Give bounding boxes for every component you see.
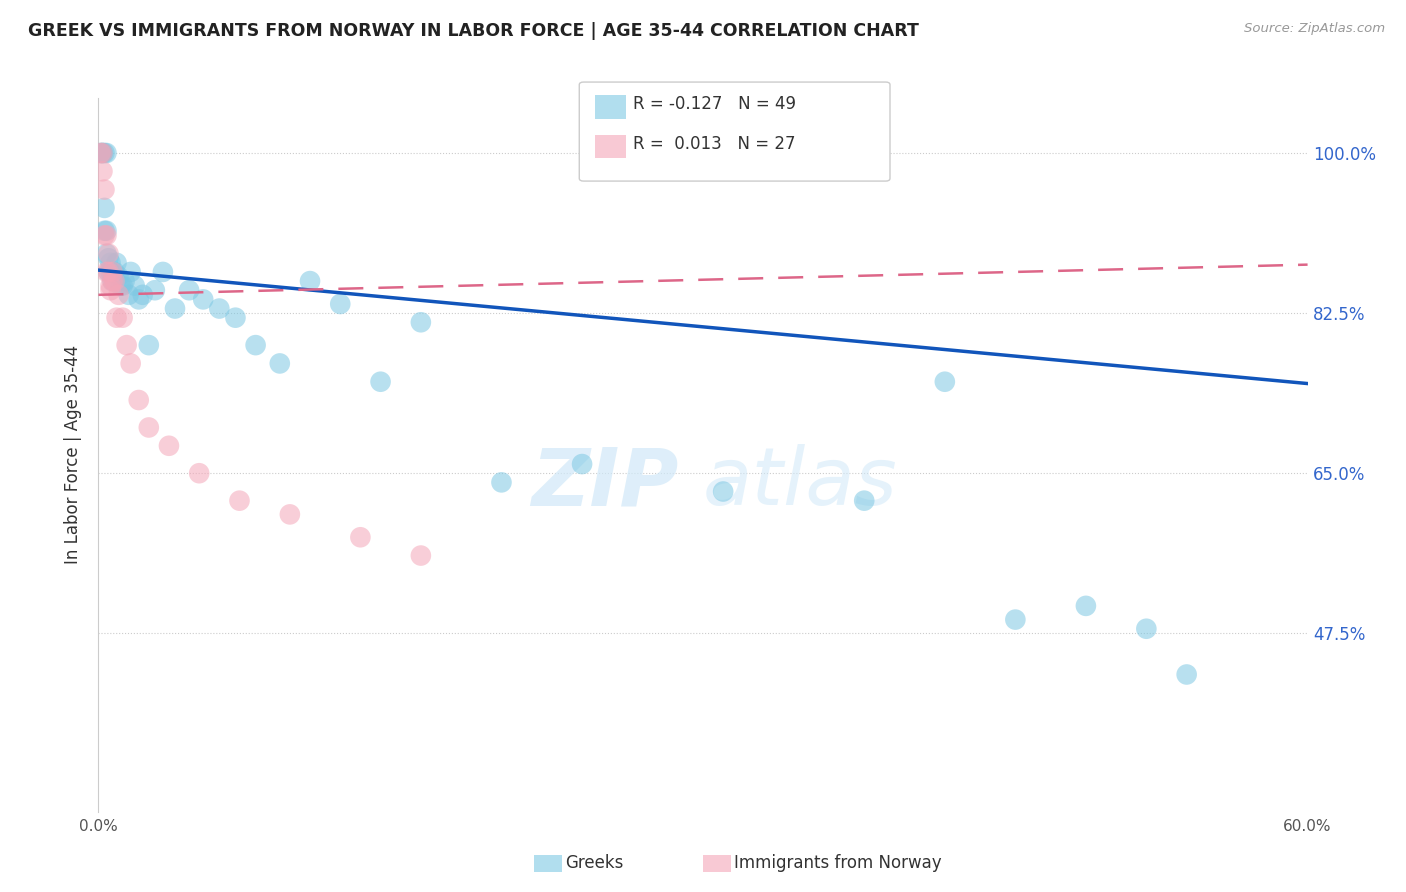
Point — [93, 224, 115, 238]
Point — [711, 484, 734, 499]
Text: atlas: atlas — [703, 444, 898, 523]
Point — [97, 251, 120, 265]
Point — [105, 256, 128, 270]
Point — [115, 338, 138, 352]
Point — [111, 310, 134, 325]
Text: GREEK VS IMMIGRANTS FROM NORWAY IN LABOR FORCE | AGE 35-44 CORRELATION CHART: GREEK VS IMMIGRANTS FROM NORWAY IN LABOR… — [28, 22, 920, 40]
Point — [93, 228, 115, 243]
Point — [179, 283, 201, 297]
Point — [120, 356, 142, 370]
Y-axis label: In Labor Force | Age 35-44: In Labor Force | Age 35-44 — [65, 345, 83, 565]
Point — [93, 183, 115, 197]
Point — [107, 288, 129, 302]
Point — [97, 246, 120, 260]
Point — [228, 493, 250, 508]
Point — [91, 164, 114, 178]
Point — [97, 265, 120, 279]
Point — [96, 224, 118, 238]
Point — [349, 530, 371, 544]
Point — [118, 288, 141, 302]
Point — [278, 508, 301, 522]
Point — [96, 146, 118, 161]
Point — [571, 457, 593, 471]
Point — [491, 475, 513, 490]
Point — [208, 301, 231, 316]
Point — [96, 246, 118, 260]
Text: Source: ZipAtlas.com: Source: ZipAtlas.com — [1244, 22, 1385, 36]
Point — [120, 265, 142, 279]
Point — [100, 265, 122, 279]
Point — [132, 288, 155, 302]
Point — [124, 278, 146, 293]
Point — [152, 265, 174, 279]
Point — [96, 265, 118, 279]
Point — [370, 375, 392, 389]
Point — [143, 283, 166, 297]
Point — [91, 146, 114, 161]
Point — [409, 315, 432, 329]
Point — [299, 274, 322, 288]
Text: R = -0.127   N = 49: R = -0.127 N = 49 — [633, 95, 796, 113]
Point — [138, 420, 160, 434]
Point — [1175, 667, 1198, 681]
Point — [101, 274, 124, 288]
Point — [934, 375, 956, 389]
Text: Immigrants from Norway: Immigrants from Norway — [734, 855, 942, 872]
Point — [91, 146, 114, 161]
Point — [101, 265, 124, 279]
Point — [409, 549, 432, 563]
Point — [1135, 622, 1157, 636]
Point — [329, 297, 352, 311]
Point — [101, 265, 124, 279]
Point — [105, 310, 128, 325]
Point — [128, 293, 150, 307]
Point — [101, 274, 124, 288]
Point — [100, 283, 122, 297]
Point — [96, 228, 118, 243]
Point — [224, 310, 246, 325]
Point — [103, 265, 125, 279]
Text: ZIP: ZIP — [531, 444, 679, 523]
Point — [193, 293, 215, 307]
Point — [91, 146, 114, 161]
Point — [1074, 599, 1097, 613]
Point — [110, 278, 132, 293]
Point — [93, 201, 115, 215]
Point — [138, 338, 160, 352]
Point — [103, 274, 125, 288]
Point — [853, 493, 876, 508]
Point — [107, 269, 129, 284]
Point — [157, 439, 180, 453]
Point — [89, 146, 111, 161]
Point — [111, 278, 134, 293]
Point — [114, 274, 136, 288]
Point — [269, 356, 291, 370]
Point — [1004, 613, 1026, 627]
Text: Greeks: Greeks — [565, 855, 624, 872]
Point — [128, 392, 150, 407]
Point — [188, 467, 211, 481]
Point — [93, 146, 115, 161]
Point — [89, 146, 111, 161]
Point — [163, 301, 186, 316]
Point — [100, 256, 122, 270]
Point — [100, 278, 122, 293]
Point — [245, 338, 267, 352]
Text: R =  0.013   N = 27: R = 0.013 N = 27 — [633, 135, 796, 153]
Point — [97, 265, 120, 279]
